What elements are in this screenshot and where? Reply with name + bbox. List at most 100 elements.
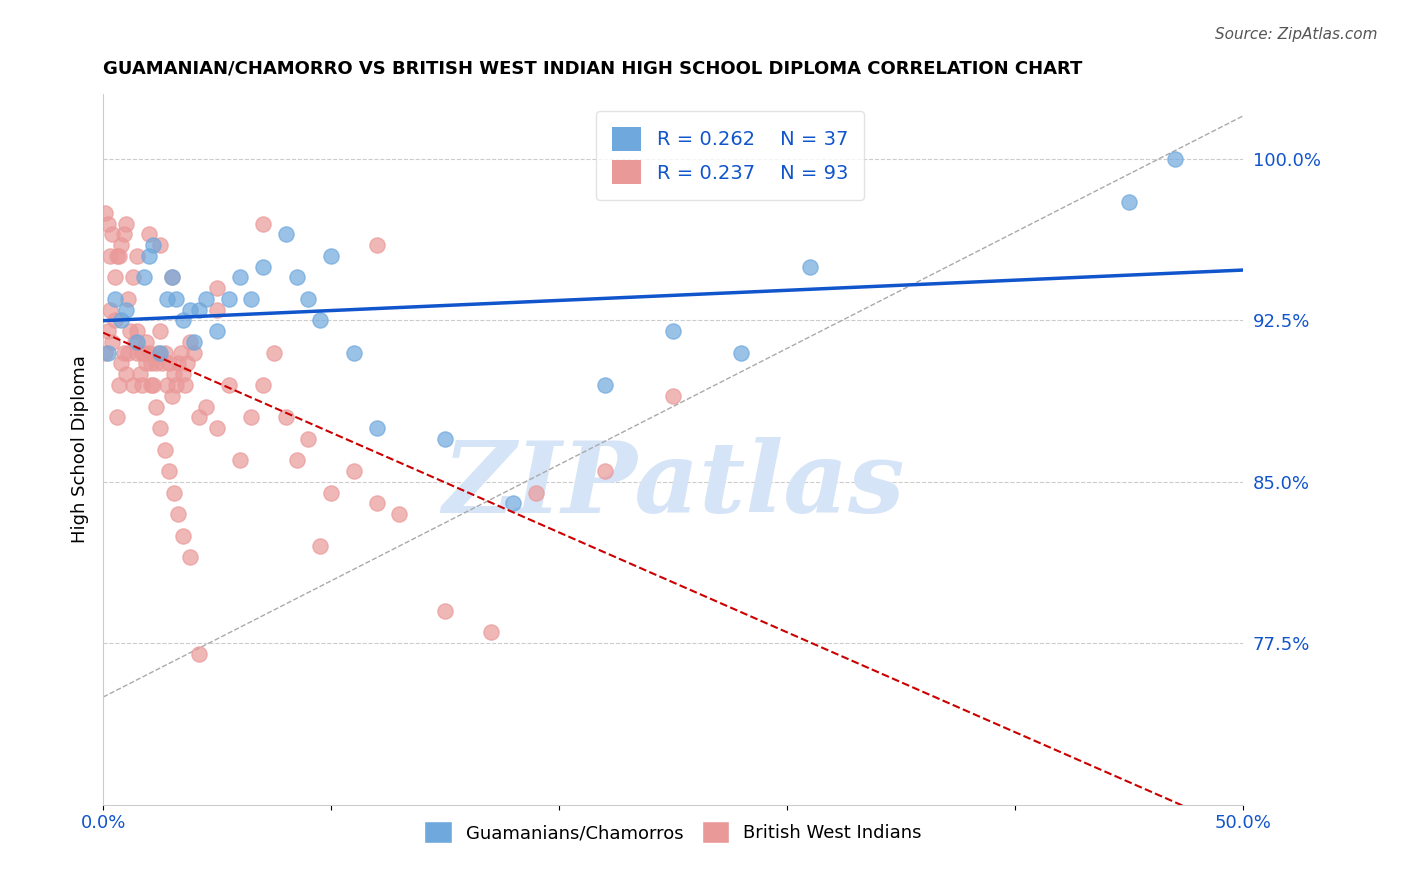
Point [194, 292, 217, 306]
Point [115, 217, 138, 231]
Point [229, 270, 252, 285]
Y-axis label: High School Diploma: High School Diploma [72, 356, 89, 543]
Point [160, 270, 183, 285]
Point [343, 464, 366, 478]
Point [157, 356, 180, 370]
Point [120, 324, 142, 338]
Point [135, 334, 157, 349]
Point [110, 313, 132, 327]
Point [730, 345, 752, 359]
Point [121, 378, 143, 392]
Point [94, 345, 117, 359]
Point [149, 345, 172, 359]
Point [187, 647, 209, 661]
Point [103, 313, 125, 327]
Point [101, 227, 124, 242]
Point [479, 625, 502, 640]
Point [205, 281, 228, 295]
Point [343, 345, 366, 359]
Point [131, 378, 153, 392]
Point [103, 270, 125, 285]
Point [1163, 152, 1185, 166]
Point [205, 302, 228, 317]
Text: GUAMANIAN/CHAMORRO VS BRITISH WEST INDIAN HIGH SCHOOL DIPLOMA CORRELATION CHART: GUAMANIAN/CHAMORRO VS BRITISH WEST INDIA… [103, 60, 1083, 78]
Point [169, 345, 191, 359]
Point [121, 270, 143, 285]
Point [274, 227, 297, 242]
Point [135, 356, 157, 370]
Point [157, 464, 180, 478]
Point [142, 238, 165, 252]
Point [115, 368, 138, 382]
Point [183, 345, 205, 359]
Point [103, 292, 125, 306]
Point [297, 432, 319, 446]
Point [134, 270, 156, 285]
Point [138, 345, 160, 359]
Point [131, 345, 153, 359]
Point [163, 485, 186, 500]
Point [366, 496, 388, 510]
Point [149, 238, 172, 252]
Point [108, 378, 131, 392]
Point [167, 356, 190, 370]
Point [110, 238, 132, 252]
Point [165, 292, 187, 306]
Point [108, 249, 131, 263]
Point [366, 238, 388, 252]
Point [252, 217, 274, 231]
Point [127, 345, 149, 359]
Point [127, 249, 149, 263]
Point [308, 540, 330, 554]
Point [662, 389, 685, 403]
Point [662, 324, 685, 338]
Point [105, 410, 128, 425]
Point [138, 227, 160, 242]
Point [319, 249, 342, 263]
Point [799, 260, 821, 274]
Point [285, 270, 308, 285]
Point [127, 334, 149, 349]
Point [1118, 195, 1140, 210]
Point [98, 302, 121, 317]
Point [218, 378, 240, 392]
Point [117, 292, 139, 306]
Point [127, 324, 149, 338]
Point [434, 604, 457, 618]
Point [229, 453, 252, 467]
Point [145, 400, 167, 414]
Point [163, 368, 186, 382]
Point [97, 217, 120, 231]
Point [149, 421, 172, 435]
Point [117, 345, 139, 359]
Point [98, 249, 121, 263]
Point [94, 206, 117, 220]
Point [502, 496, 524, 510]
Point [308, 313, 330, 327]
Point [138, 249, 160, 263]
Point [153, 345, 176, 359]
Point [112, 345, 135, 359]
Point [97, 345, 120, 359]
Point [110, 356, 132, 370]
Point [434, 432, 457, 446]
Point [156, 378, 179, 392]
Point [205, 324, 228, 338]
Point [112, 227, 135, 242]
Point [218, 292, 240, 306]
Point [105, 249, 128, 263]
Point [134, 345, 156, 359]
Point [187, 410, 209, 425]
Point [165, 378, 187, 392]
Point [319, 485, 342, 500]
Point [179, 550, 201, 565]
Point [146, 345, 169, 359]
Legend: R = 0.262    N = 37, R = 0.237    N = 93: R = 0.262 N = 37, R = 0.237 N = 93 [596, 112, 863, 200]
Point [183, 334, 205, 349]
Point [179, 302, 201, 317]
Point [101, 334, 124, 349]
Point [153, 442, 176, 457]
Point [524, 485, 547, 500]
Point [139, 356, 162, 370]
Point [205, 421, 228, 435]
